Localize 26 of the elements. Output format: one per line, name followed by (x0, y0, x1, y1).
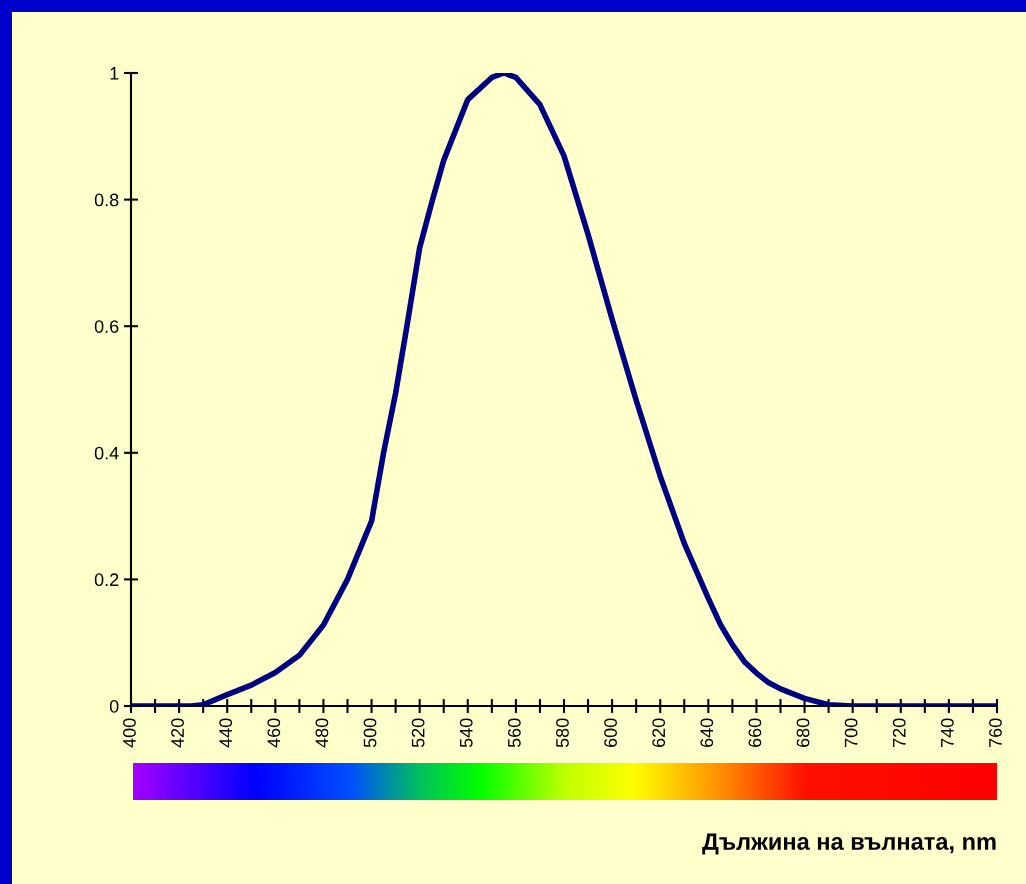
x-tick-label: 620 (652, 718, 666, 748)
x-tick-label: 520 (411, 718, 425, 748)
x-tick-label: 740 (940, 718, 954, 747)
y-tick-label: 0.2 (94, 573, 119, 587)
x-tick-label: 560 (507, 718, 521, 748)
x-tick-label: 420 (171, 718, 184, 748)
x-tick-label: 400 (123, 718, 136, 748)
x-tick-label: 660 (748, 718, 762, 748)
x-tick-label: 500 (363, 718, 377, 748)
x-tick-label: 540 (459, 718, 473, 748)
x-tick-label: 720 (892, 718, 906, 747)
x-tick-label: 700 (844, 718, 858, 747)
x-tick-label: 760 (989, 718, 1002, 747)
x-tick-label: 600 (604, 718, 617, 748)
y-tick-label: 0.8 (94, 193, 119, 207)
x-tick-label: 580 (556, 718, 569, 748)
y-tick-label: 0.4 (94, 446, 119, 460)
x-tick-label: 460 (267, 718, 281, 748)
y-tick-label: 0.6 (94, 320, 119, 333)
x-tick-label: 440 (219, 718, 233, 748)
x-tick-label: 680 (796, 718, 810, 748)
x-tick-label: 480 (315, 718, 329, 748)
y-tick-label: 0 (109, 699, 119, 713)
y-tick-label: 1 (110, 67, 119, 80)
x-axis-title: Дължина на вълната, nm (702, 833, 996, 855)
x-tick-label: 640 (700, 718, 714, 748)
